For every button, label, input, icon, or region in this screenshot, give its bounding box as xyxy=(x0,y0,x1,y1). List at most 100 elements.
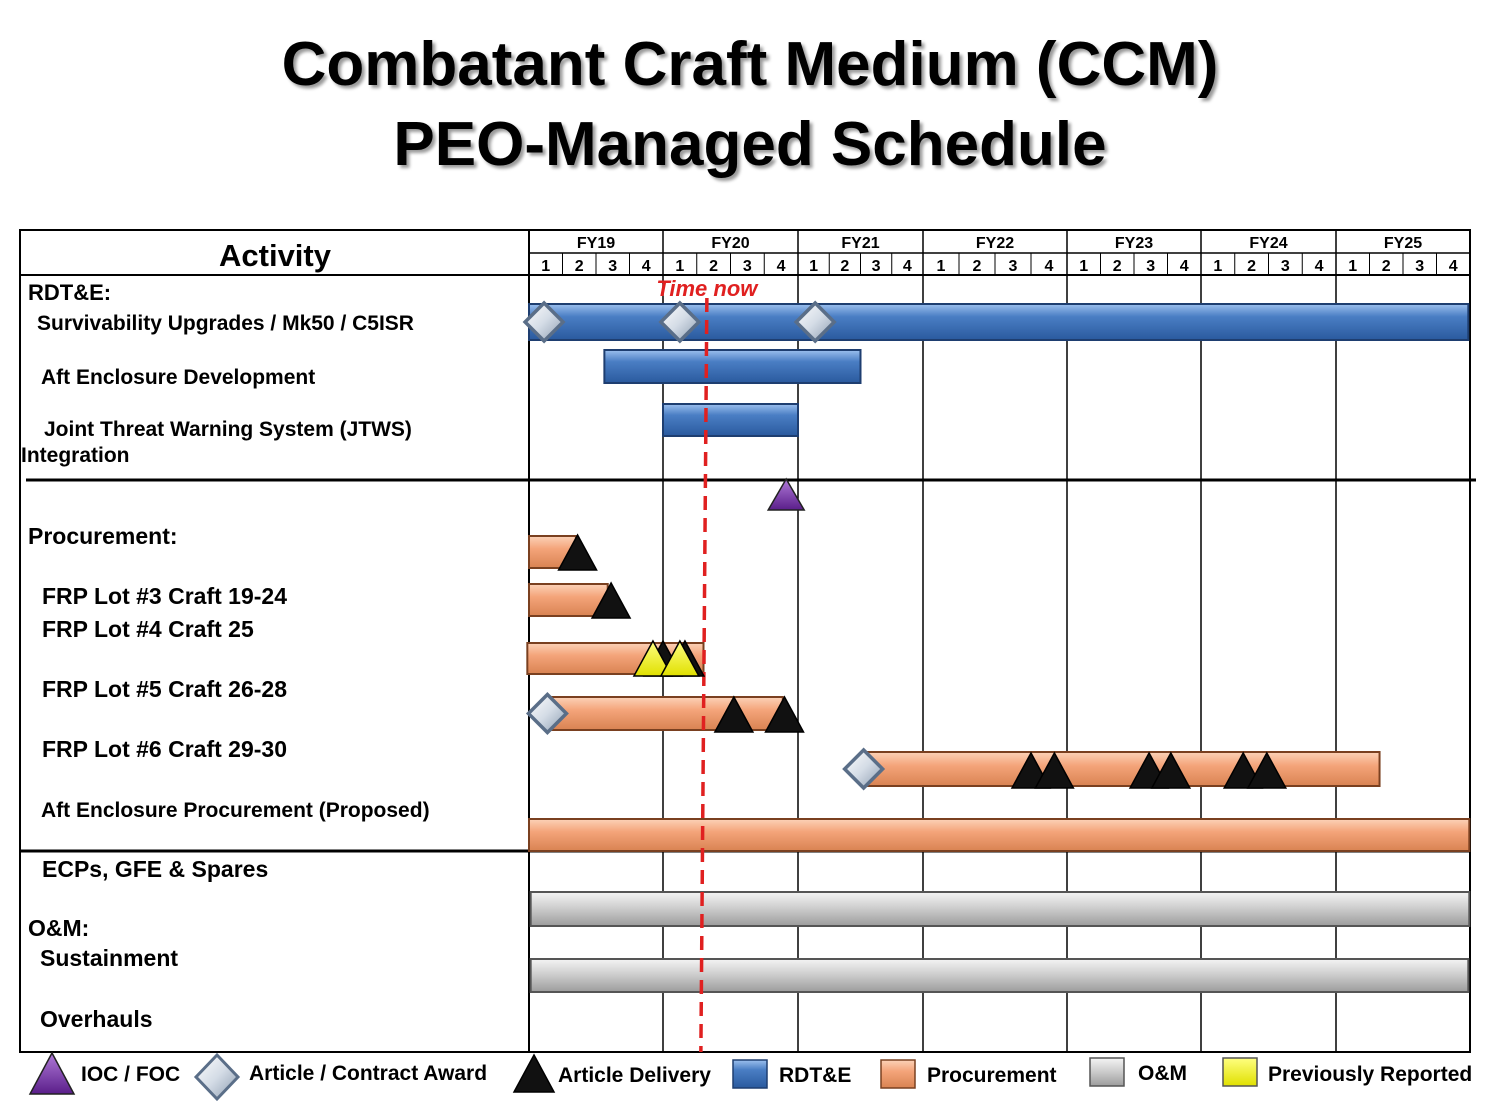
legend-rdte: RDT&E xyxy=(732,1059,851,1089)
legend-label: Article / Contract Award xyxy=(249,1062,487,1085)
quarter-label: 2 xyxy=(1247,258,1256,275)
row-label: Aft Enclosure Procurement (Proposed) xyxy=(41,799,430,822)
row-label: FRP Lot #6 Craft 29-30 xyxy=(42,736,287,762)
legend-label: RDT&E xyxy=(779,1064,851,1087)
quarter-label: 2 xyxy=(709,258,718,275)
gantt-bar-rdte xyxy=(603,349,862,384)
fiscal-year-label: FY23 xyxy=(1115,235,1153,252)
quarter-label: 4 xyxy=(642,258,651,275)
quarter-label: 3 xyxy=(608,258,617,275)
delivery-triangle-icon xyxy=(1150,751,1192,789)
row-label: Joint Threat Warning System (JTWS) xyxy=(44,418,412,441)
ioc-foc-icon xyxy=(28,1051,76,1095)
table-border xyxy=(19,229,1471,1053)
section-label-procurement: Procurement: xyxy=(28,523,178,549)
chart-title-line1: Combatant Craft Medium (CCM) xyxy=(281,30,1219,99)
quarter-label: 2 xyxy=(973,258,982,275)
row-label: Aft Enclosure Development xyxy=(41,366,315,389)
delivery-triangle-icon xyxy=(557,533,598,571)
gantt-bar-om xyxy=(529,958,1470,993)
quarter-label: 3 xyxy=(1415,258,1424,275)
gantt-bar-procurement xyxy=(528,583,609,617)
quarter-label: 3 xyxy=(1146,258,1155,275)
quarter-label: 3 xyxy=(1281,258,1290,275)
row-label: FRP Lot #4 Craft 25 xyxy=(42,616,254,642)
delivery-triangle-icon xyxy=(713,695,755,733)
quarter-label: 1 xyxy=(809,258,818,275)
quarter-label: 4 xyxy=(903,258,912,275)
quarter-label: 1 xyxy=(1213,258,1222,275)
fiscal-year-label: FY21 xyxy=(841,235,879,252)
ioc-foc-icon xyxy=(766,477,806,511)
gantt-bar-procurement xyxy=(528,818,1471,852)
quarter-label: 4 xyxy=(1045,258,1054,275)
fiscal-year-label: FY19 xyxy=(577,235,615,252)
fiscal-year-label: FY22 xyxy=(976,235,1014,252)
legend-procurement: Procurement xyxy=(880,1059,1057,1089)
rdte-swatch-icon xyxy=(732,1059,768,1089)
legend-ioc-foc: IOC / FOC xyxy=(28,1051,180,1095)
row-label: Integration xyxy=(21,444,130,467)
reported-triangle-icon xyxy=(632,639,674,677)
section-label-rdte: RDT&E: xyxy=(28,280,111,305)
award-diamond-icon xyxy=(842,747,886,791)
delivery-triangle-icon xyxy=(764,695,805,733)
procurement-swatch-icon xyxy=(880,1059,916,1089)
legend: IOC / FOC Article / Contract Award Artic… xyxy=(28,1051,1472,1102)
delivery-triangle-icon xyxy=(1246,751,1288,789)
reported-triangle-icon xyxy=(659,639,701,677)
legend-om: O&M xyxy=(1089,1057,1187,1087)
quarter-label: 1 xyxy=(541,258,550,275)
delivery-triangle-icon xyxy=(590,581,632,619)
gantt-bar-rdte xyxy=(662,403,799,437)
milestone-markers xyxy=(522,300,1288,791)
gantt-bar-om xyxy=(529,891,1471,927)
row-label: FRP Lot #5 Craft 26-28 xyxy=(42,676,287,702)
award-diamond-icon xyxy=(193,1052,241,1102)
timeline-header: FY19 1 2 3 4 FY20 1 2 3 4 FY21 1 2 3 4 FY22 1 2 3 4 FY23 1 2 3 4… xyxy=(541,235,1458,275)
gantt-bar-procurement xyxy=(862,751,1381,787)
award-diamond-icon xyxy=(658,300,702,344)
legend-label: IOC / FOC xyxy=(81,1063,180,1086)
legend-award: Article / Contract Award xyxy=(193,1052,487,1102)
row-label: ECPs, GFE & Spares xyxy=(42,856,268,882)
row-label: Overhauls xyxy=(40,1006,153,1032)
row-label: FRP Lot #3 Craft 19-24 xyxy=(42,583,287,609)
legend-label: Procurement xyxy=(927,1064,1057,1087)
award-diamond-icon xyxy=(793,300,837,344)
quarter-label: 3 xyxy=(743,258,752,275)
fiscal-year-label: FY20 xyxy=(711,235,749,252)
quarter-label: 3 xyxy=(1009,258,1018,275)
fiscal-year-label: FY24 xyxy=(1249,235,1287,252)
row-labels: RDT&E: Survivability Upgrades / Mk50 / C… xyxy=(21,280,430,1032)
delivery-triangle-icon xyxy=(1034,751,1075,789)
quarter-label: 1 xyxy=(675,258,684,275)
quarter-label: 1 xyxy=(937,258,946,275)
quarter-label: 2 xyxy=(1382,258,1391,275)
legend-label: Previously Reported xyxy=(1268,1063,1472,1086)
quarter-label: 1 xyxy=(1348,258,1357,275)
activity-header: Activity xyxy=(219,238,332,273)
row-label: Survivability Upgrades / Mk50 / C5ISR xyxy=(37,312,414,335)
quarter-label: 2 xyxy=(575,258,584,275)
quarter-label: 2 xyxy=(1113,258,1122,275)
quarter-label: 1 xyxy=(1079,258,1088,275)
time-now-label: Time now xyxy=(656,276,759,301)
quarter-label: 4 xyxy=(777,258,786,275)
delivery-triangle-icon xyxy=(512,1053,556,1093)
legend-reported: Previously Reported xyxy=(1222,1057,1472,1087)
quarter-label: 4 xyxy=(1180,258,1189,275)
award-diamond-icon xyxy=(525,692,569,735)
section-label-om: O&M: xyxy=(28,915,89,941)
chart-title-line2: PEO-Managed Schedule xyxy=(393,110,1107,179)
quarter-label: 3 xyxy=(872,258,881,275)
gantt-bars xyxy=(526,303,1471,993)
om-swatch-icon xyxy=(1089,1057,1125,1087)
fiscal-year-label: FY25 xyxy=(1384,235,1422,252)
row-label: Sustainment xyxy=(40,945,178,971)
legend-label: O&M xyxy=(1138,1062,1187,1085)
legend-delivery: Article Delivery xyxy=(512,1053,711,1093)
quarter-label: 2 xyxy=(840,258,849,275)
quarter-label: 4 xyxy=(1449,258,1458,275)
